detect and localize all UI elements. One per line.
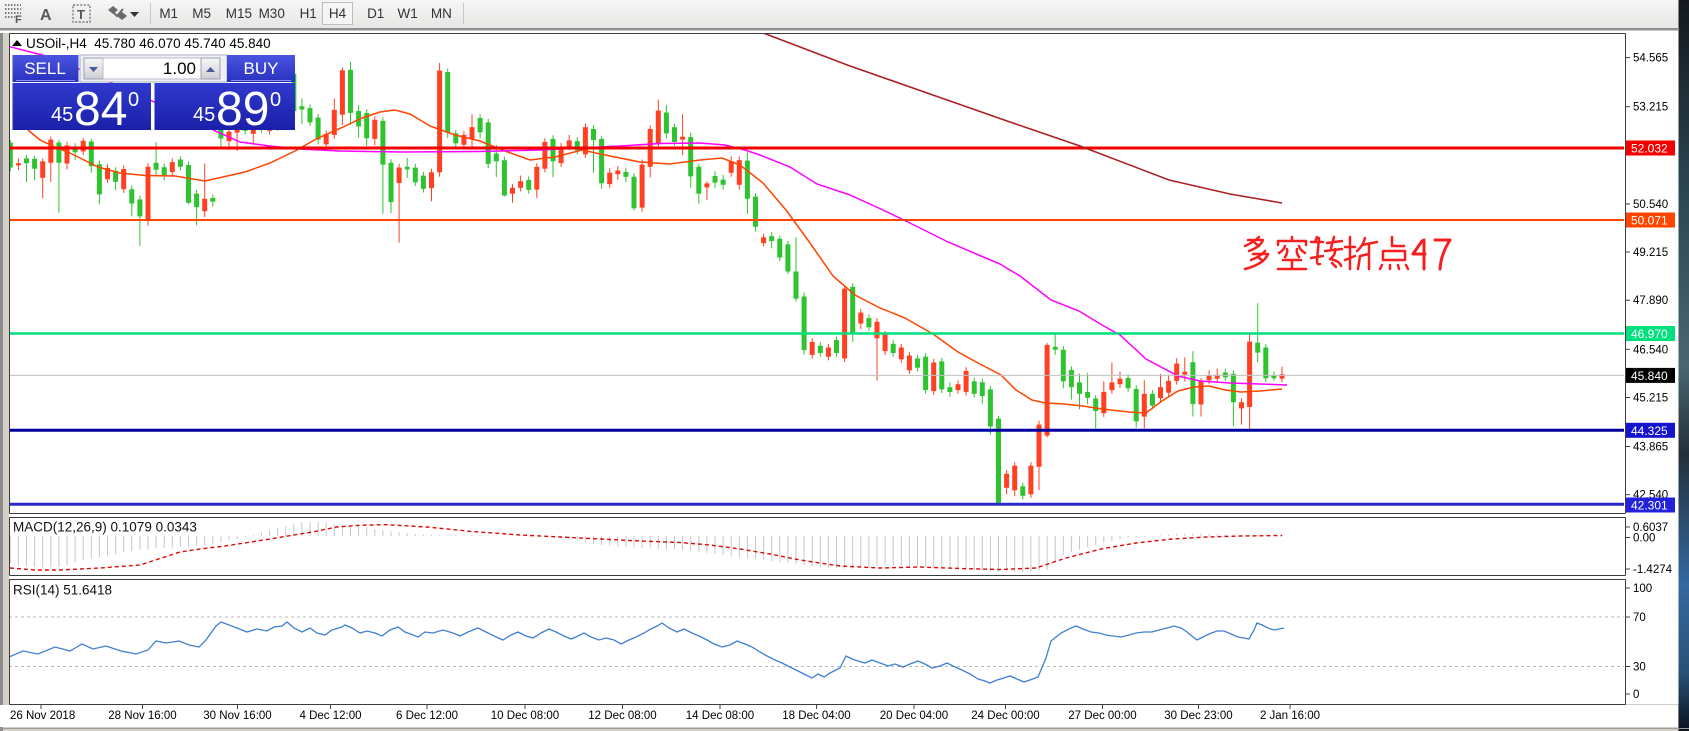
svg-text:50.071: 50.071 (1631, 214, 1668, 228)
svg-text:47.890: 47.890 (1633, 295, 1668, 307)
svg-text:89: 89 (216, 83, 269, 136)
svg-text:45.215: 45.215 (1633, 393, 1668, 405)
svg-text:52.032: 52.032 (1631, 142, 1668, 156)
svg-text:2 Jan 16:00: 2 Jan 16:00 (1260, 710, 1320, 722)
svg-text:45.840: 45.840 (1631, 369, 1668, 383)
svg-text:M30: M30 (259, 6, 285, 21)
svg-text:M15: M15 (226, 6, 252, 21)
svg-text:1.00: 1.00 (163, 59, 196, 78)
svg-text:30 Nov 16:00: 30 Nov 16:00 (203, 710, 271, 722)
svg-text:0: 0 (128, 89, 139, 111)
svg-text:-1.4274: -1.4274 (1633, 564, 1673, 576)
svg-text:0.6037: 0.6037 (1633, 522, 1668, 534)
svg-text:45: 45 (193, 104, 215, 126)
svg-text:0: 0 (270, 89, 281, 111)
svg-text:30: 30 (1633, 662, 1646, 674)
svg-text:12 Dec 08:00: 12 Dec 08:00 (588, 710, 656, 722)
svg-text:24 Dec 00:00: 24 Dec 00:00 (971, 710, 1039, 722)
svg-text:100: 100 (1633, 583, 1652, 595)
svg-text:42.301: 42.301 (1631, 499, 1668, 513)
svg-text:6 Dec 12:00: 6 Dec 12:00 (396, 710, 458, 722)
svg-text:D1: D1 (367, 6, 384, 21)
svg-text:49.215: 49.215 (1633, 247, 1668, 259)
svg-text:14 Dec 08:00: 14 Dec 08:00 (686, 710, 754, 722)
svg-text:MACD(12,26,9) 0.1079 0.0343: MACD(12,26,9) 0.1079 0.0343 (13, 520, 197, 535)
svg-text:M1: M1 (159, 6, 178, 21)
svg-text:30 Dec 23:00: 30 Dec 23:00 (1164, 710, 1232, 722)
svg-text:50.540: 50.540 (1633, 199, 1668, 211)
svg-text:0.00: 0.00 (1633, 533, 1655, 545)
svg-text:MN: MN (431, 6, 452, 21)
svg-text:H4: H4 (329, 6, 347, 21)
svg-text:20 Dec 04:00: 20 Dec 04:00 (880, 710, 948, 722)
svg-text:0: 0 (1633, 689, 1639, 701)
svg-text:46.970: 46.970 (1631, 327, 1668, 341)
svg-text:84: 84 (74, 83, 127, 136)
svg-text:26 Nov 2018: 26 Nov 2018 (10, 710, 75, 722)
svg-text:4 Dec 12:00: 4 Dec 12:00 (299, 710, 361, 722)
svg-text:18 Dec 04:00: 18 Dec 04:00 (782, 710, 850, 722)
svg-text:43.865: 43.865 (1633, 442, 1668, 454)
svg-text:RSI(14) 51.6418: RSI(14) 51.6418 (13, 583, 112, 598)
svg-text:H1: H1 (300, 6, 317, 21)
svg-text:54.565: 54.565 (1633, 53, 1668, 65)
svg-text:USOil-,H4 45.780 46.070 45.74: USOil-,H4 45.780 46.070 45.740 45.840 (26, 36, 271, 51)
svg-text:10 Dec 08:00: 10 Dec 08:00 (491, 710, 559, 722)
svg-text:46.540: 46.540 (1633, 344, 1668, 356)
svg-text:70: 70 (1633, 612, 1646, 624)
svg-text:F: F (15, 14, 22, 26)
svg-text:27 Dec 00:00: 27 Dec 00:00 (1068, 710, 1136, 722)
svg-text:28 Nov 16:00: 28 Nov 16:00 (108, 710, 176, 722)
svg-text:53.215: 53.215 (1633, 102, 1668, 114)
svg-text:SELL: SELL (24, 59, 66, 78)
svg-text:M5: M5 (192, 6, 211, 21)
svg-text:45: 45 (51, 104, 73, 126)
svg-text:T: T (77, 7, 85, 22)
svg-text:W1: W1 (397, 6, 417, 21)
svg-text:BUY: BUY (244, 59, 279, 78)
svg-text:44.325: 44.325 (1631, 424, 1668, 438)
svg-text:A: A (40, 7, 52, 24)
